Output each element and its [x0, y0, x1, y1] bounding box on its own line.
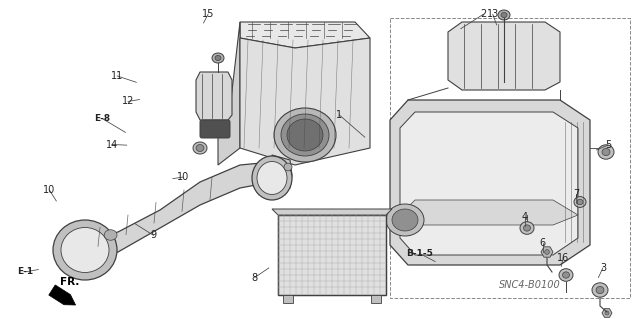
Ellipse shape: [596, 286, 604, 293]
Ellipse shape: [520, 222, 534, 234]
Ellipse shape: [524, 225, 531, 231]
Text: 7: 7: [573, 189, 579, 199]
Ellipse shape: [65, 235, 95, 261]
Ellipse shape: [212, 53, 224, 63]
Ellipse shape: [602, 148, 610, 156]
Ellipse shape: [252, 156, 292, 200]
Text: SNC4-B0100: SNC4-B0100: [499, 280, 561, 290]
Ellipse shape: [287, 119, 323, 151]
Text: 11: 11: [111, 71, 124, 81]
Ellipse shape: [53, 220, 117, 280]
Text: 12: 12: [122, 96, 134, 107]
Polygon shape: [272, 155, 292, 192]
Polygon shape: [541, 247, 553, 257]
Text: 8: 8: [252, 272, 258, 283]
Polygon shape: [400, 112, 578, 255]
Ellipse shape: [284, 163, 292, 171]
Polygon shape: [218, 22, 240, 165]
Ellipse shape: [592, 283, 608, 297]
Ellipse shape: [257, 161, 287, 195]
Polygon shape: [240, 38, 370, 165]
Ellipse shape: [577, 199, 583, 205]
Ellipse shape: [196, 145, 204, 152]
Polygon shape: [400, 200, 578, 225]
Ellipse shape: [545, 249, 549, 254]
Bar: [390, 18, 630, 298]
Bar: [278, 215, 386, 295]
Text: 10: 10: [177, 172, 189, 182]
Text: 1: 1: [336, 110, 342, 120]
Ellipse shape: [274, 108, 336, 162]
Text: 2: 2: [480, 9, 486, 19]
Polygon shape: [448, 22, 560, 90]
Bar: [371, 295, 381, 303]
Text: 13: 13: [486, 9, 499, 19]
Text: 16: 16: [557, 253, 570, 263]
Ellipse shape: [215, 56, 221, 61]
Ellipse shape: [104, 230, 117, 240]
Text: 4: 4: [522, 212, 528, 222]
Polygon shape: [72, 162, 272, 258]
Polygon shape: [240, 22, 370, 48]
Polygon shape: [390, 100, 590, 265]
Bar: [283, 295, 293, 303]
Ellipse shape: [61, 227, 109, 272]
Polygon shape: [49, 285, 76, 305]
Text: E-1: E-1: [17, 267, 34, 276]
Bar: [278, 215, 386, 295]
Text: E-8: E-8: [94, 114, 111, 123]
FancyBboxPatch shape: [200, 120, 230, 138]
Text: 14: 14: [106, 139, 118, 150]
Text: 10: 10: [43, 185, 56, 195]
Ellipse shape: [605, 311, 609, 315]
Text: 5: 5: [605, 140, 611, 150]
Ellipse shape: [563, 272, 570, 278]
Text: 15: 15: [202, 9, 214, 19]
Ellipse shape: [392, 209, 418, 231]
Text: 6: 6: [540, 238, 546, 248]
Ellipse shape: [281, 114, 329, 156]
Ellipse shape: [498, 10, 510, 20]
Ellipse shape: [501, 12, 507, 18]
Text: 9: 9: [150, 230, 157, 241]
Ellipse shape: [598, 145, 614, 159]
Ellipse shape: [574, 197, 586, 207]
Polygon shape: [272, 209, 392, 215]
Ellipse shape: [559, 269, 573, 281]
Polygon shape: [196, 72, 232, 120]
Text: 3: 3: [600, 263, 606, 273]
Text: B-1-5: B-1-5: [406, 249, 433, 258]
Ellipse shape: [193, 142, 207, 154]
Ellipse shape: [386, 204, 424, 236]
Polygon shape: [602, 309, 612, 317]
Text: FR.: FR.: [60, 277, 79, 287]
